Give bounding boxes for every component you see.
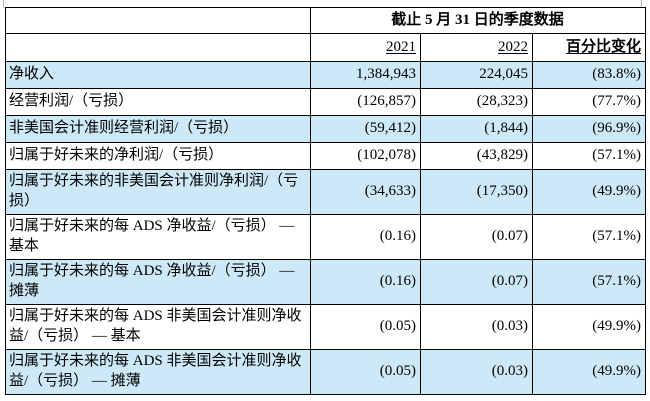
column-header-2022: 2022 xyxy=(420,33,533,62)
table-row: 非美国会计准则经营利润/（亏损） (59,412) (1,844) (96.9%… xyxy=(5,115,646,143)
value-2022: (0.03) xyxy=(420,349,533,395)
table-row: 归属于好未来的净利润/（亏损） (102,078) (43,829) (57.1… xyxy=(5,142,646,170)
percent-change: (49.9%) xyxy=(532,169,646,215)
metric-label: 归属于好未来的每 ADS 净收益/（亏损） — 摊薄 xyxy=(5,259,311,305)
metric-label: 归属于好未来的每 ADS 非美国会计准则净收益/（亏损） — 摊薄 xyxy=(5,349,311,395)
value-2021: (34,633) xyxy=(310,169,421,215)
percent-change: (83.8%) xyxy=(532,61,646,89)
percent-change: (49.9%) xyxy=(532,304,646,350)
value-2021: (59,412) xyxy=(310,115,421,143)
empty-header-cell xyxy=(5,33,311,62)
value-2021: (126,857) xyxy=(310,88,421,116)
value-2022: (0.03) xyxy=(420,304,533,350)
metric-label: 经营利润/（亏损） xyxy=(5,88,311,116)
table-row: 归属于好未来的每 ADS 净收益/（亏损） — 基本 (0.16) (0.07)… xyxy=(5,214,646,260)
table-row: 经营利润/（亏损） (126,857) (28,323) (77.7%) xyxy=(5,88,646,116)
value-2022: (43,829) xyxy=(420,142,533,170)
percent-change: (96.9%) xyxy=(532,115,646,143)
percent-change: (49.9%) xyxy=(532,349,646,395)
value-2022: 224,045 xyxy=(420,61,533,89)
value-2021: (0.16) xyxy=(310,259,421,305)
metric-label: 净收入 xyxy=(5,61,311,89)
table-row: 归属于好未来的每 ADS 非美国会计准则净收益/（亏损） — 摊薄 (0.05)… xyxy=(5,349,646,395)
gridline-stub-left xyxy=(3,0,4,8)
table-row: 归属于好未来的每 ADS 非美国会计准则净收益/（亏损） — 基本 (0.05)… xyxy=(5,304,646,350)
percent-change: (57.1%) xyxy=(532,214,646,260)
value-2022: (0.07) xyxy=(420,259,533,305)
column-header-row: 2021 2022 百分比变化 xyxy=(5,33,646,62)
value-2022: (1,844) xyxy=(420,115,533,143)
value-2022: (28,323) xyxy=(420,88,533,116)
metric-label: 归属于好未来的每 ADS 净收益/（亏损） — 基本 xyxy=(5,214,311,260)
quarterly-financial-table: 截止 5 月 31 日的季度数据 2021 2022 百分比变化 净收入 1,3… xyxy=(5,7,646,395)
percent-change: (57.1%) xyxy=(532,142,646,170)
period-header-row: 截止 5 月 31 日的季度数据 xyxy=(5,7,646,34)
percent-change: (57.1%) xyxy=(532,259,646,305)
table-row: 归属于好未来的非美国会计准则净利润/（亏损） (34,633) (17,350)… xyxy=(5,169,646,215)
metric-label: 归属于好未来的净利润/（亏损） xyxy=(5,142,311,170)
value-2022: (0.07) xyxy=(420,214,533,260)
value-2021: (102,078) xyxy=(310,142,421,170)
gridline-stub-right xyxy=(641,0,642,8)
value-2021: 1,384,943 xyxy=(310,61,421,89)
value-2021: (0.05) xyxy=(310,349,421,395)
percent-change: (77.7%) xyxy=(532,88,646,116)
value-2022: (17,350) xyxy=(420,169,533,215)
table-row: 净收入 1,384,943 224,045 (83.8%) xyxy=(5,61,646,89)
metric-label: 非美国会计准则经营利润/（亏损） xyxy=(5,115,311,143)
value-2021: (0.16) xyxy=(310,214,421,260)
metric-label: 归属于好未来的非美国会计准则净利润/（亏损） xyxy=(5,169,311,215)
table-row: 归属于好未来的每 ADS 净收益/（亏损） — 摊薄 (0.16) (0.07)… xyxy=(5,259,646,305)
column-header-percent-change: 百分比变化 xyxy=(532,33,646,62)
period-header: 截止 5 月 31 日的季度数据 xyxy=(310,7,646,34)
column-header-2021: 2021 xyxy=(310,33,421,62)
value-2021: (0.05) xyxy=(310,304,421,350)
empty-corner-cell xyxy=(5,7,311,34)
metric-label: 归属于好未来的每 ADS 非美国会计准则净收益/（亏损） — 基本 xyxy=(5,304,311,350)
